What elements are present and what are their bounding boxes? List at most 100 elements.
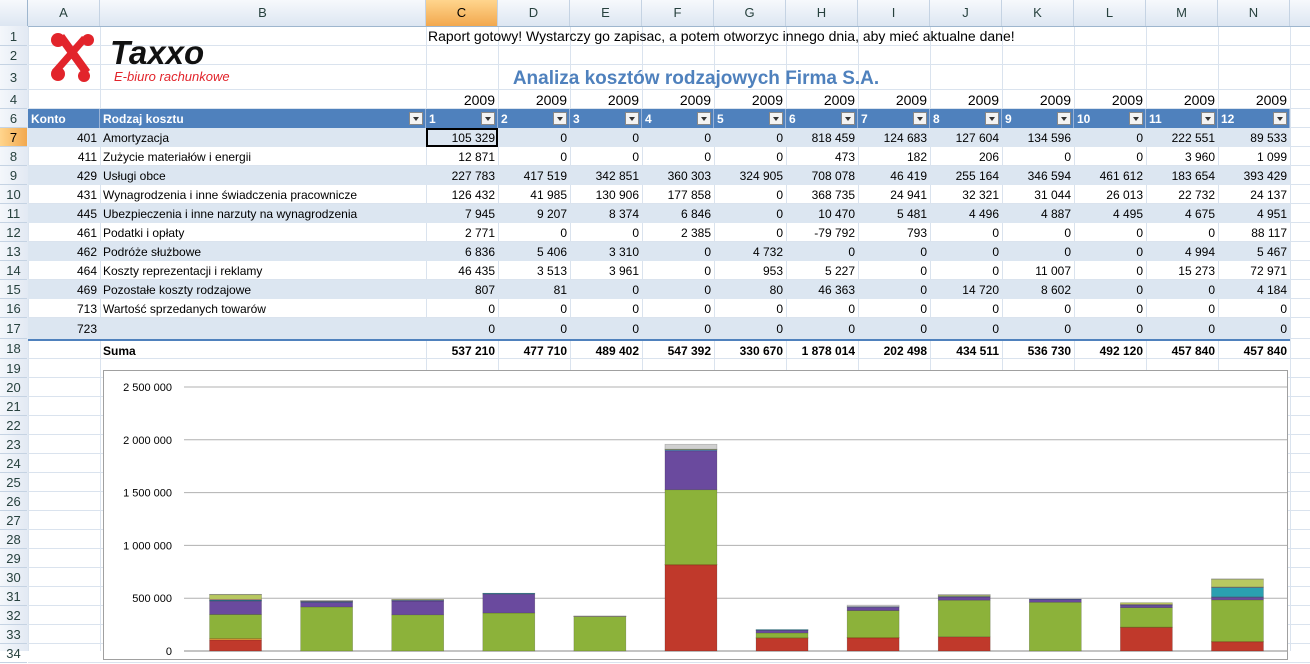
filter-dropdown-icon[interactable] — [553, 112, 567, 125]
filter-dropdown-icon[interactable] — [913, 112, 927, 125]
value-cell[interactable]: 0 — [776, 301, 783, 316]
chart-bar-segment[interactable] — [209, 593, 262, 596]
value-cell[interactable]: 0 — [992, 225, 999, 240]
value-cell[interactable]: 2 771 — [464, 225, 495, 240]
value-cell[interactable]: 0 — [776, 206, 783, 221]
year-cell[interactable]: 2009 — [1111, 91, 1143, 108]
row-header[interactable]: 33 — [0, 625, 27, 644]
chart-bar-segment[interactable] — [846, 637, 900, 652]
value-cell[interactable]: 22 732 — [1178, 187, 1215, 202]
row-header[interactable]: 6 — [0, 109, 27, 128]
value-cell[interactable]: 4 732 — [752, 244, 783, 259]
value-cell[interactable]: 0 — [920, 244, 927, 259]
chart-bar-segment[interactable] — [391, 600, 445, 616]
chart-bar-segment[interactable] — [300, 602, 353, 608]
sum-cell[interactable]: 457 840 — [1171, 344, 1215, 358]
active-cell[interactable]: 105 329 — [426, 128, 498, 147]
value-cell[interactable]: 14 720 — [962, 282, 999, 297]
chart-bar-segment[interactable] — [1211, 578, 1264, 588]
chart-bar-segment[interactable] — [1211, 641, 1264, 652]
col-header-e[interactable]: E — [570, 0, 642, 26]
value-cell[interactable]: 0 — [632, 301, 639, 316]
value-cell[interactable]: 807 — [474, 282, 495, 297]
chart-bar-segment[interactable] — [573, 615, 627, 617]
header-month[interactable]: 2 — [498, 109, 570, 128]
value-cell[interactable]: 15 273 — [1178, 263, 1215, 278]
filter-dropdown-icon[interactable] — [1273, 112, 1287, 125]
cost-name-cell[interactable]: Wynagrodzenia i inne świadczenia pracown… — [103, 187, 358, 202]
header-month[interactable]: 5 — [714, 109, 786, 128]
chart-bar-segment[interactable] — [664, 489, 718, 565]
konto-cell[interactable]: 431 — [76, 187, 97, 202]
value-cell[interactable]: 0 — [992, 301, 999, 316]
value-cell[interactable]: 4 951 — [1256, 206, 1287, 221]
konto-cell[interactable]: 462 — [76, 244, 97, 259]
col-header-n[interactable]: N — [1218, 0, 1290, 26]
chart-bar-segment[interactable] — [1120, 627, 1173, 652]
filter-dropdown-icon[interactable] — [625, 112, 639, 125]
value-cell[interactable]: 24 137 — [1250, 187, 1287, 202]
filter-dropdown-icon[interactable] — [1201, 112, 1215, 125]
value-cell[interactable]: 0 — [1208, 301, 1215, 316]
year-cell[interactable]: 2009 — [607, 91, 639, 108]
row-header[interactable]: 29 — [0, 549, 27, 568]
chart-bar-segment[interactable] — [937, 596, 991, 601]
value-cell[interactable]: 206 — [978, 149, 999, 164]
value-cell[interactable]: 0 — [1208, 282, 1215, 297]
year-cell[interactable]: 2009 — [535, 91, 567, 108]
konto-cell[interactable]: 445 — [76, 206, 97, 221]
chart-bar-segment[interactable] — [937, 636, 991, 652]
value-cell[interactable]: 89 533 — [1250, 130, 1287, 145]
chart-bar-segment[interactable] — [391, 614, 445, 652]
chart-bar-segment[interactable] — [664, 450, 718, 491]
year-cell[interactable]: 2009 — [823, 91, 855, 108]
konto-cell[interactable]: 469 — [76, 282, 97, 297]
value-cell[interactable]: 3 310 — [608, 244, 639, 259]
value-cell[interactable]: 0 — [776, 187, 783, 202]
chart-bar-segment[interactable] — [209, 639, 262, 652]
row-header[interactable]: 24 — [0, 454, 27, 473]
chart-bar-segment[interactable] — [755, 637, 809, 652]
value-cell[interactable]: 0 — [488, 301, 495, 316]
value-cell[interactable]: 473 — [834, 149, 855, 164]
header-month[interactable]: 6 — [786, 109, 858, 128]
cost-name-cell[interactable]: Usługi obce — [103, 168, 166, 183]
value-cell[interactable]: 0 — [632, 225, 639, 240]
filter-dropdown-icon[interactable] — [769, 112, 783, 125]
row-header[interactable]: 27 — [0, 511, 27, 530]
konto-cell[interactable]: 713 — [76, 301, 97, 316]
value-cell[interactable]: 41 985 — [530, 187, 567, 202]
value-cell[interactable]: 0 — [1136, 149, 1143, 164]
row-header[interactable]: 3 — [0, 65, 27, 90]
sum-cell[interactable]: 457 840 — [1243, 344, 1287, 358]
header-month[interactable]: 1 — [426, 109, 498, 128]
row-header[interactable]: 17 — [0, 318, 27, 339]
col-header-l[interactable]: L — [1074, 0, 1146, 26]
value-cell[interactable]: 360 303 — [667, 168, 711, 183]
sum-cell[interactable]: 1 878 014 — [801, 344, 855, 358]
row-header[interactable]: 8 — [0, 147, 27, 166]
cost-name-cell[interactable]: Koszty reprezentacji i reklamy — [103, 263, 263, 278]
value-cell[interactable]: 255 164 — [955, 168, 999, 183]
value-cell[interactable]: 0 — [992, 321, 999, 336]
value-cell[interactable]: 4 495 — [1112, 206, 1143, 221]
chart-bar-segment[interactable] — [846, 606, 900, 608]
chart-bar-segment[interactable] — [1120, 604, 1173, 608]
value-cell[interactable]: 461 612 — [1099, 168, 1143, 183]
value-cell[interactable]: 417 519 — [523, 168, 567, 183]
row-header[interactable]: 14 — [0, 261, 27, 280]
value-cell[interactable]: 0 — [632, 149, 639, 164]
value-cell[interactable]: 183 654 — [1171, 168, 1215, 183]
value-cell[interactable]: 11 007 — [1035, 263, 1071, 278]
value-cell[interactable]: 0 — [704, 130, 711, 145]
chart-bar-segment[interactable] — [209, 594, 262, 600]
value-cell[interactable]: 134 596 — [1027, 130, 1071, 145]
value-cell[interactable]: 0 — [1136, 321, 1143, 336]
filter-dropdown-icon[interactable] — [409, 112, 423, 125]
filter-dropdown-icon[interactable] — [1129, 112, 1143, 125]
value-cell[interactable]: 0 — [848, 301, 855, 316]
value-cell[interactable]: 0 — [704, 301, 711, 316]
chart-bar-segment[interactable] — [937, 599, 991, 638]
sum-cell[interactable]: 492 120 — [1099, 344, 1143, 358]
sum-cell[interactable]: 537 210 — [451, 344, 495, 358]
